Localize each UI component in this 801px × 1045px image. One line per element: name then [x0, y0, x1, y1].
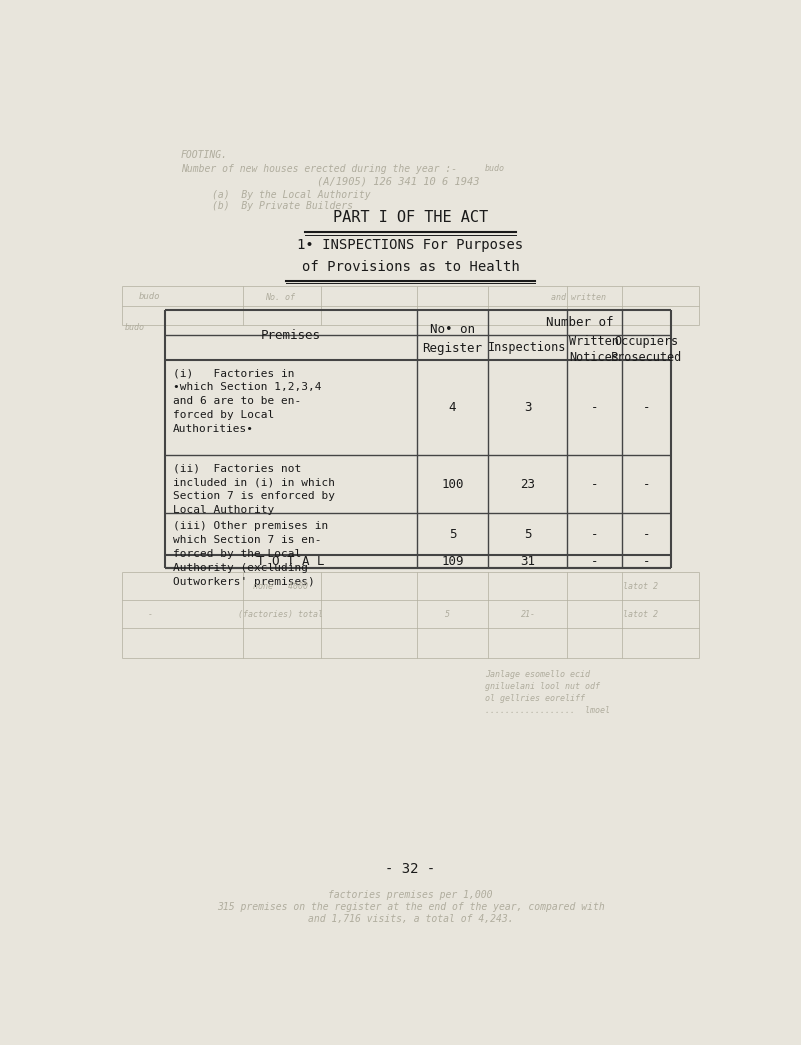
Text: -: -	[147, 609, 152, 619]
Text: (A/1905) 126 341 10 6 1943: (A/1905) 126 341 10 6 1943	[317, 177, 480, 187]
Text: No. of: No. of	[265, 293, 295, 302]
Text: - 32 -: - 32 -	[385, 862, 436, 876]
Text: 100: 100	[441, 478, 464, 491]
Text: -: -	[642, 401, 650, 414]
Text: and 1,716 visits, a total of 4,243.: and 1,716 visits, a total of 4,243.	[308, 914, 513, 924]
Text: (i)   Factories in
•which Section 1,2,3,4
and 6 are to be en-
forced by Local
Au: (i) Factories in •which Section 1,2,3,4 …	[173, 369, 321, 435]
Text: budo: budo	[485, 164, 505, 173]
Text: ..................  lmoel: .................. lmoel	[485, 706, 610, 716]
Text: -: -	[590, 401, 598, 414]
Text: -: -	[590, 555, 598, 568]
Text: and written: and written	[550, 293, 606, 302]
Text: 5: 5	[524, 528, 531, 540]
Text: latot 2: latot 2	[622, 609, 658, 619]
Text: -: -	[642, 528, 650, 540]
Text: (b)  By Private Builders: (b) By Private Builders	[211, 201, 353, 211]
Text: 3: 3	[524, 401, 531, 414]
Text: 23: 23	[520, 478, 535, 491]
Text: 315 premises on the register at the end of the year, compared with: 315 premises on the register at the end …	[216, 902, 605, 912]
Text: Occupiers: Occupiers	[614, 334, 678, 348]
Text: latot 2: latot 2	[622, 582, 658, 590]
Text: budo: budo	[125, 323, 145, 332]
Text: FOOTING.: FOOTING.	[181, 149, 227, 160]
Text: (factories) total: (factories) total	[238, 609, 323, 619]
Text: Prosecuted: Prosecuted	[611, 351, 682, 364]
Text: Number of: Number of	[546, 316, 614, 329]
Text: 109: 109	[441, 555, 464, 568]
Text: Notices: Notices	[570, 351, 619, 364]
Text: -: -	[642, 555, 650, 568]
Text: -: -	[590, 528, 598, 540]
Text: (iii) Other premises in
which Section 7 is en-
forced by the Local
Authority (ex: (iii) Other premises in which Section 7 …	[173, 521, 328, 587]
Text: ol gellries eoreliff: ol gellries eoreliff	[485, 694, 585, 703]
Text: Janlage esomello ecid: Janlage esomello ecid	[485, 670, 590, 679]
Text: 4: 4	[449, 401, 456, 414]
Text: 21-: 21-	[521, 609, 536, 619]
Text: gniluelani lool nut odf: gniluelani lool nut odf	[485, 682, 600, 691]
Text: PART I OF THE ACT: PART I OF THE ACT	[333, 210, 488, 225]
Text: 1• INSPECTIONS For Purposes: 1• INSPECTIONS For Purposes	[297, 238, 524, 252]
Text: Written: Written	[570, 334, 619, 348]
Text: 5: 5	[449, 528, 456, 540]
Text: Number of new houses erected during the year :-: Number of new houses erected during the …	[181, 164, 457, 175]
Text: Premises: Premises	[261, 329, 321, 342]
Text: factories premises per 1,000: factories premises per 1,000	[328, 889, 493, 900]
Text: budo: budo	[139, 292, 160, 301]
Text: (a)  By the Local Authority: (a) By the Local Authority	[211, 190, 371, 200]
Text: Inspections: Inspections	[489, 341, 567, 354]
Text: T O T A L: T O T A L	[257, 555, 324, 568]
Text: -: -	[590, 478, 598, 491]
Text: (ii)  Factories not
included in (i) in which
Section 7 is enforced by
Local Auth: (ii) Factories not included in (i) in wh…	[173, 463, 335, 515]
Text: none   4000: none 4000	[252, 582, 308, 590]
Text: No• on: No• on	[430, 323, 475, 336]
Text: of Provisions as to Health: of Provisions as to Health	[302, 260, 519, 274]
Text: 31: 31	[520, 555, 535, 568]
Text: -: -	[642, 478, 650, 491]
Text: 5: 5	[445, 609, 450, 619]
Text: Register: Register	[422, 342, 482, 355]
